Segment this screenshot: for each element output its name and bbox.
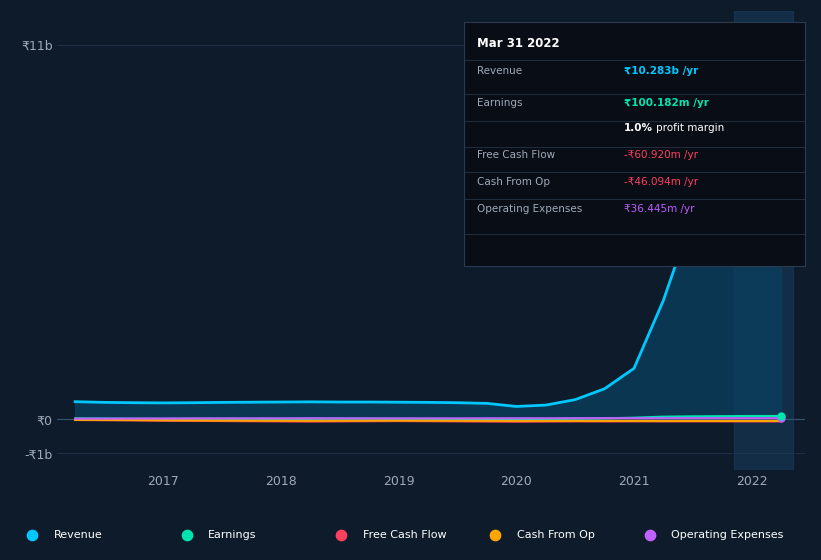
Text: Free Cash Flow: Free Cash Flow — [478, 150, 556, 160]
Point — [774, 412, 787, 421]
Text: Operating Expenses: Operating Expenses — [672, 530, 784, 540]
Text: Earnings: Earnings — [209, 530, 257, 540]
Text: ₹36.445m /yr: ₹36.445m /yr — [624, 204, 695, 214]
Text: ₹100.182m /yr: ₹100.182m /yr — [624, 98, 709, 108]
Text: Free Cash Flow: Free Cash Flow — [363, 530, 447, 540]
Bar — [734, 11, 793, 470]
Text: -₹60.920m /yr: -₹60.920m /yr — [624, 150, 698, 160]
Text: profit margin: profit margin — [656, 123, 725, 133]
Text: Earnings: Earnings — [478, 98, 523, 108]
Text: -₹46.094m /yr: -₹46.094m /yr — [624, 177, 698, 187]
Text: Operating Expenses: Operating Expenses — [478, 204, 583, 214]
Point — [334, 530, 347, 539]
Point — [25, 530, 39, 539]
Point — [643, 530, 656, 539]
Point — [774, 414, 787, 423]
Point — [488, 530, 502, 539]
Text: Revenue: Revenue — [54, 530, 103, 540]
Point — [774, 65, 787, 74]
Text: Cash From Op: Cash From Op — [517, 530, 595, 540]
Point — [180, 530, 193, 539]
Text: 1.0%: 1.0% — [624, 123, 653, 133]
Text: ₹10.283b /yr: ₹10.283b /yr — [624, 66, 698, 76]
Text: Revenue: Revenue — [478, 66, 523, 76]
Text: Mar 31 2022: Mar 31 2022 — [478, 37, 560, 50]
Text: Cash From Op: Cash From Op — [478, 177, 551, 187]
